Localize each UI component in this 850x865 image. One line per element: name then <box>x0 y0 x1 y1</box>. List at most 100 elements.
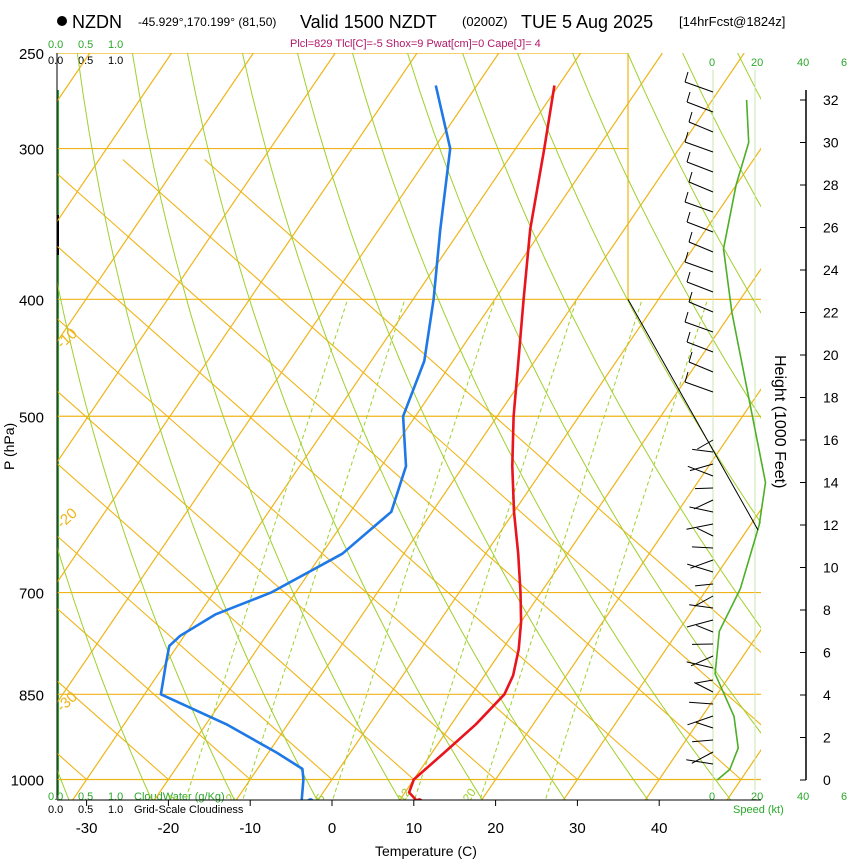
height-tick-30: 30 <box>823 135 839 151</box>
valid-date: TUE 5 Aug 2025 <box>521 12 653 32</box>
dry-adiabat <box>77 53 320 805</box>
x-axis-title: Temperature (C) <box>375 843 477 859</box>
wind-barb <box>692 449 713 452</box>
speed-tick-top-3: 6 <box>841 57 847 69</box>
cloudwater-scale-bottom-1: 0.5 <box>78 791 93 803</box>
cloudwater-scale-bottom-0: 0.0 <box>48 791 63 803</box>
isotherm-line <box>233 53 744 805</box>
x-tick--30: -30 <box>76 820 98 837</box>
wind-barb <box>687 282 713 292</box>
wind-barb <box>694 683 713 693</box>
adiabat-line <box>0 160 659 780</box>
isotherm-line <box>0 53 417 805</box>
pressure-tick-1000: 1000 <box>11 773 44 790</box>
cloudiness-scale-bottom-1: 0.5 <box>78 804 93 816</box>
cloudiness-label: Grid-Scale Cloudiness <box>134 804 244 816</box>
wind-barb-flag <box>689 172 692 182</box>
x-tick--10: -10 <box>239 820 261 837</box>
wind-barb <box>685 382 713 392</box>
stability-indices: Plcl=829 Tlcl[C]=-5 Shox=9 Pwat[cm]=0 Ca… <box>290 38 541 50</box>
dry-adiabat <box>793 53 850 805</box>
dry-adiabat <box>573 53 850 805</box>
wind-barb <box>695 596 713 606</box>
height-tick-32: 32 <box>823 92 839 108</box>
height-tick-4: 4 <box>823 687 831 703</box>
height-tick-8: 8 <box>823 602 831 618</box>
wind-barb-flag <box>687 152 690 162</box>
wind-barb <box>696 722 713 728</box>
cloudwater-scale-top-2: 1.0 <box>108 39 123 51</box>
speed-tick-top-1: 20 <box>751 57 763 69</box>
x-tick--20: -20 <box>158 820 180 837</box>
wind-barb <box>687 620 713 627</box>
mixing-ratio-line <box>478 299 642 805</box>
dry-adiabat <box>187 53 485 805</box>
wind-barb <box>692 547 713 548</box>
cloudiness-scale-top-1: 0.5 <box>78 55 93 67</box>
wind-barb <box>687 162 713 172</box>
wind-barb <box>690 464 713 471</box>
pressure-tick-300: 300 <box>19 142 44 159</box>
wind-barb <box>687 222 713 232</box>
dry-adiabat <box>297 53 651 805</box>
height-tick-18: 18 <box>823 390 839 406</box>
wind-barb <box>686 760 713 764</box>
wind-barb <box>685 322 713 332</box>
x-tick-40: 40 <box>651 820 668 837</box>
height-tick-16: 16 <box>823 432 839 448</box>
station-dot <box>57 16 67 26</box>
y-axis-title: P (hPa) <box>1 423 17 470</box>
mixing-ratio-label-4: 20 <box>460 785 479 804</box>
height-tick-22: 22 <box>823 305 839 321</box>
temperature-line <box>409 86 554 801</box>
isotherm-line <box>0 53 335 805</box>
wind-barb <box>690 507 714 512</box>
wind-barb-flag <box>687 332 690 342</box>
wind-barb-flag <box>685 312 688 322</box>
cloudiness-scale-bottom-0: 0.0 <box>48 804 63 816</box>
wind-barb <box>696 625 713 632</box>
isotherm-line <box>315 53 826 805</box>
pressure-tick-400: 400 <box>19 292 44 309</box>
isotherm-label-0: 40 <box>772 587 796 611</box>
wind-barb-flag <box>685 192 688 202</box>
surface-temperature-marker <box>416 798 423 805</box>
wind-barb <box>692 740 713 742</box>
speed-tick-bottom-1: 20 <box>751 791 763 803</box>
speed-tick-bottom-0: 0 <box>709 791 715 803</box>
wind-barb <box>691 656 713 666</box>
dry-adiabat <box>463 53 850 805</box>
x-tick-20: 20 <box>487 820 504 837</box>
cloudiness-scale-top-0: 0.0 <box>48 55 63 67</box>
speed-tick-bottom-3: 6 <box>841 791 847 803</box>
station-name: NZDN <box>72 12 122 32</box>
wind-barb <box>690 560 713 568</box>
speed-tick-bottom-2: 40 <box>797 791 809 803</box>
adiabat-line <box>0 160 496 780</box>
mixing-ratio-label-1: 2 <box>223 791 238 805</box>
x-tick-30: 30 <box>569 820 586 837</box>
height-tick-10: 10 <box>823 560 839 576</box>
wind-barb <box>685 262 713 272</box>
wind-barb <box>685 142 713 152</box>
wind-barb-flag <box>685 72 688 82</box>
dry-adiabat <box>353 53 735 805</box>
adiabat-line <box>0 160 332 780</box>
pressure-tick-500: 500 <box>19 409 44 426</box>
speed-tick-top-2: 40 <box>797 57 809 69</box>
profile-connector <box>628 299 758 530</box>
wind-barb-flag <box>689 352 692 362</box>
dry-adiabat <box>518 53 850 805</box>
wind-barb-flag <box>687 92 690 102</box>
wind-barb-flag <box>689 232 692 242</box>
dry-adiabat <box>408 53 818 805</box>
surface-dewpoint-marker <box>307 798 314 805</box>
cloudiness-scale-bottom-2: 1.0 <box>108 804 123 816</box>
wind-barb <box>694 500 713 509</box>
wind-barb <box>685 82 713 92</box>
wind-barb <box>687 662 713 668</box>
isotherm-label-4: 0 <box>787 88 805 106</box>
wind-barb <box>695 488 713 489</box>
